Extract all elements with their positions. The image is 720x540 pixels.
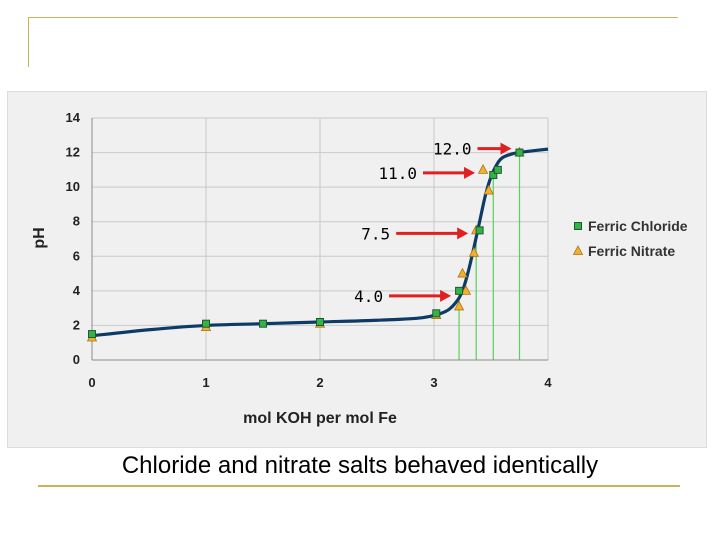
chart-panel xyxy=(7,91,707,448)
fit-curve-path xyxy=(91,147,549,338)
legend: Ferric Chloride Ferric Nitrate xyxy=(572,218,688,259)
title-rule-top xyxy=(28,17,678,18)
y-tick-label: 2 xyxy=(73,317,80,332)
nitrate-point xyxy=(453,300,465,311)
annotation-label: 12.0 xyxy=(433,140,472,159)
chloride-point xyxy=(489,171,498,180)
y-tick-label: 12 xyxy=(66,145,80,160)
annotation-label: 7.5 xyxy=(361,224,390,243)
annotation-arrow-head xyxy=(457,227,469,240)
y-tick-label: 4 xyxy=(73,283,81,298)
annotation-arrow-head xyxy=(440,289,452,302)
y-tick-label: 14 xyxy=(66,110,81,125)
annotation-arrow-head xyxy=(500,142,512,155)
annotation-label: 11.0 xyxy=(378,164,417,183)
chloride-point xyxy=(316,317,324,326)
x-axis-title: mol KOH per mol Fe xyxy=(243,410,397,427)
data-points xyxy=(86,146,525,342)
x-tick-label: 3 xyxy=(430,375,437,390)
chloride-point xyxy=(493,165,502,174)
chloride-point xyxy=(88,330,96,339)
slide-caption: Chloride and nitrate salts behaved ident… xyxy=(121,452,599,479)
annotations: 12.0 11.0 7.5 4.0 xyxy=(354,140,512,306)
annotation-label: 4.0 xyxy=(354,287,383,306)
legend-triangle-marker xyxy=(572,245,584,255)
title-rule-left xyxy=(28,17,29,67)
caption-rule xyxy=(38,485,680,487)
nitrate-point xyxy=(477,164,489,174)
chloride-point xyxy=(475,226,484,235)
y-tick-label: 6 xyxy=(73,248,80,263)
y-tick-label: 10 xyxy=(66,179,80,194)
legend-square-marker xyxy=(574,222,582,230)
chloride-point xyxy=(259,319,267,328)
y-axis-title: pH xyxy=(31,227,48,248)
chloride-point xyxy=(515,148,524,157)
chloride-point xyxy=(432,309,441,318)
nitrate-point xyxy=(460,285,472,295)
nitrate-point xyxy=(483,184,494,195)
fit-curve xyxy=(91,147,549,338)
x-tick-label: 2 xyxy=(316,375,323,390)
chloride-point xyxy=(202,319,210,328)
y-tick-label: 8 xyxy=(73,214,80,229)
x-tick-label: 1 xyxy=(202,375,209,390)
legend-label: Ferric Chloride xyxy=(588,218,688,234)
chloride-point xyxy=(455,286,464,295)
nitrate-point xyxy=(468,246,480,257)
annotation-arrow-head xyxy=(464,166,476,179)
x-tick-label: 0 xyxy=(88,375,95,390)
nitrate-point xyxy=(457,267,468,278)
legend-label: Ferric Nitrate xyxy=(588,243,675,259)
y-tick-label: 0 xyxy=(73,352,80,367)
x-tick-label: 4 xyxy=(544,375,552,390)
